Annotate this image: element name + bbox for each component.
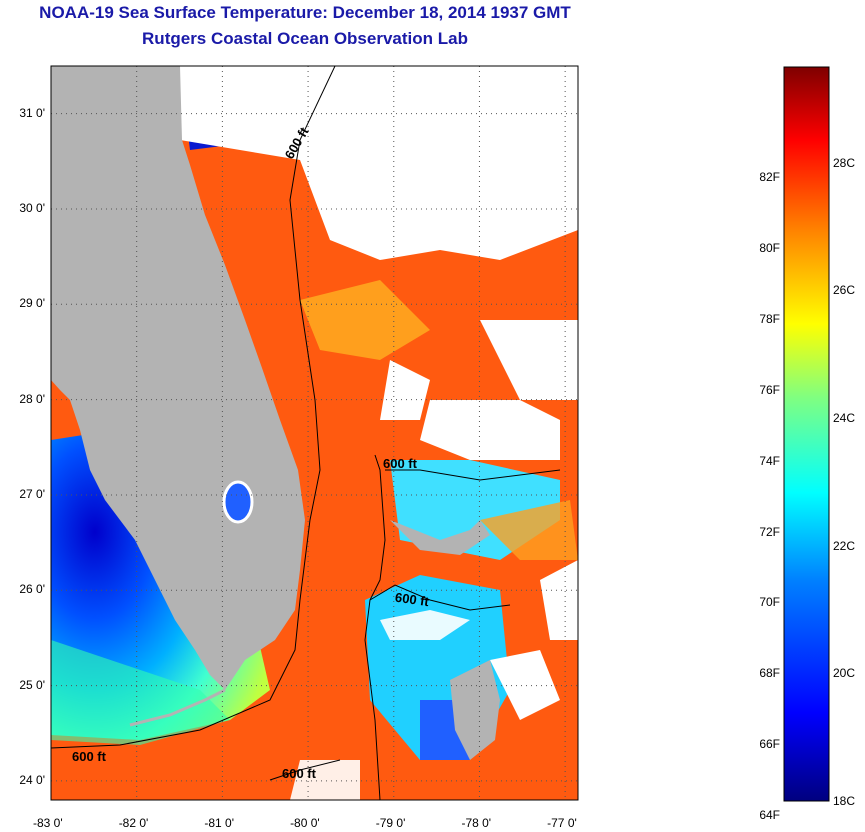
longitude-label: -82 0': [118, 816, 149, 830]
contour-label-south: 600 ft: [72, 749, 107, 764]
colorbar-fahrenheit-tick: 70F: [759, 595, 780, 610]
longitude-label: -77 0': [547, 816, 577, 830]
map-title: NOAA-19 Sea Surface Temperature: Decembe…: [39, 3, 571, 22]
cloud-cover-north: [180, 66, 578, 260]
colorbar-fahrenheit-tick: 66F: [759, 737, 780, 752]
latitude-label: 26 0': [19, 582, 45, 597]
latitude-label: 25 0': [19, 677, 45, 692]
map-subtitle: Rutgers Coastal Ocean Observation Lab: [142, 29, 468, 48]
contour-label-mid: 600 ft: [383, 456, 418, 471]
lake-okeechobee: [222, 480, 254, 524]
colorbar-celsius-tick: 24C: [833, 411, 856, 426]
colorbar-celsius-tick: 22C: [833, 538, 856, 553]
grand-bahama-island: [390, 520, 490, 555]
latitude-label: 31 0': [19, 105, 45, 120]
colorbar-fahrenheit-tick: 80F: [759, 240, 780, 255]
latitude-label: 30 0': [19, 200, 45, 215]
longitude-label: -79 0': [375, 816, 406, 830]
colorbar-fahrenheit-tick: 76F: [759, 382, 780, 397]
latitude-label: 24 0': [19, 772, 45, 787]
colorbar-fahrenheit-tick: 78F: [759, 311, 780, 326]
map-frame: [50, 65, 579, 801]
latitude-label: 27 0': [19, 486, 45, 501]
colorbar-fahrenheit-tick: 68F: [759, 666, 780, 681]
colorbar-fahrenheit-tick: 64F: [759, 808, 780, 823]
contour-label-bahamas: 600 ft: [394, 590, 430, 610]
longitude-label: -83 0': [33, 816, 63, 830]
longitude-label: -81 0': [204, 816, 235, 830]
colorbar-celsius-tick: 20C: [833, 666, 856, 681]
longitude-label: -80 0': [290, 816, 320, 830]
florida-landmass: [51, 66, 305, 690]
latitude-label: 28 0': [19, 391, 45, 406]
colorbar-fahrenheit-tick: 72F: [759, 524, 780, 539]
longitude-label: -78 0': [461, 816, 492, 830]
colorbar-celsius-tick: 28C: [833, 155, 856, 170]
sst-image-layer: [51, 66, 578, 800]
contour-label-southeast: 600 ft: [282, 766, 317, 781]
andros-island: [450, 660, 500, 760]
colorbar-celsius-tick: 26C: [833, 283, 856, 298]
latitude-label: 29 0': [19, 296, 45, 311]
colorbar: [783, 66, 830, 802]
colorbar-celsius-tick: 18C: [833, 794, 856, 808]
colorbar-fahrenheit-tick: 74F: [759, 453, 780, 468]
isobath-600ft: [50, 65, 561, 801]
colorbar-fahrenheit-tick: 82F: [759, 169, 780, 184]
cloud-cover-mid: [420, 400, 560, 460]
